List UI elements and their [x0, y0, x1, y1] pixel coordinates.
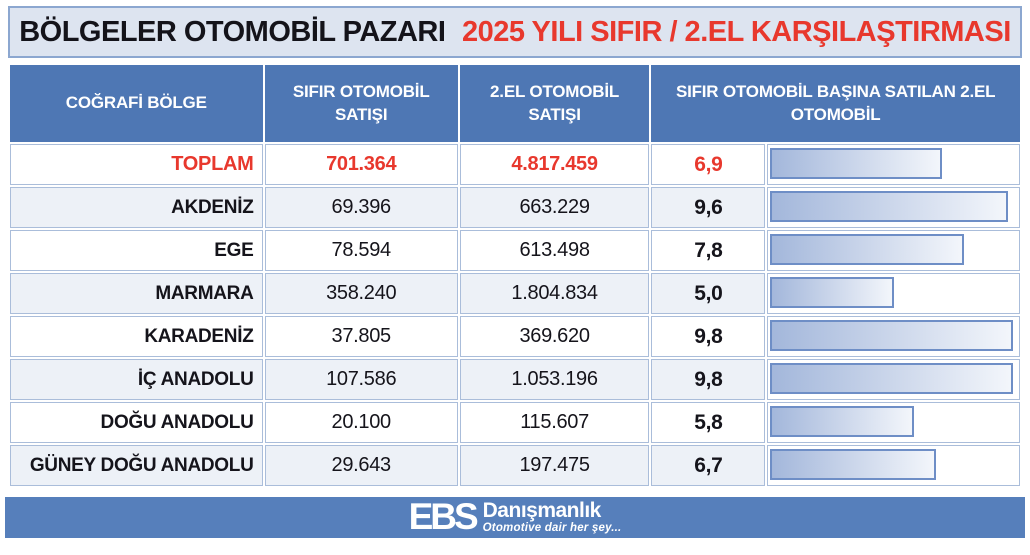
- ratio-bar-cell: [767, 402, 1020, 443]
- used-sales-value: 197.475: [459, 445, 650, 486]
- ebs-logo: EBS: [408, 496, 479, 537]
- table-row: İÇ ANADOLU 107.586 1.053.196 9,8: [10, 359, 1020, 400]
- ratio-bar-cell: [767, 144, 1020, 185]
- ratio-value: 6,7: [651, 445, 766, 486]
- region-name: EGE: [10, 230, 263, 271]
- table-row: DOĞU ANADOLU 20.100 115.607 5,8: [10, 402, 1020, 443]
- ratio-value: 5,8: [651, 402, 766, 443]
- page-title-black: BÖLGELER OTOMOBİL PAZARI: [19, 15, 446, 48]
- ratio-value: 6,9: [651, 144, 766, 185]
- region-name: DOĞU ANADOLU: [10, 402, 263, 443]
- table-header-row: COĞRAFİ BÖLGE SIFIR OTOMOBİL SATIŞI 2.EL…: [10, 65, 1020, 142]
- ratio-bar: [770, 148, 942, 179]
- ratio-bar-cell: [767, 316, 1020, 357]
- ratio-bar: [770, 320, 1014, 351]
- ratio-bar: [770, 406, 915, 437]
- column-header-region: COĞRAFİ BÖLGE: [10, 65, 263, 142]
- region-name: İÇ ANADOLU: [10, 359, 263, 400]
- used-sales-value: 1.804.834: [459, 273, 650, 314]
- table-row: KARADENİZ 37.805 369.620 9,8: [10, 316, 1020, 357]
- table-row-total: TOPLAM 701.364 4.817.459 6,9: [10, 144, 1020, 185]
- brand-tagline: Otomotive dair her şey...: [482, 522, 622, 535]
- table-row: GÜNEY DOĞU ANADOLU 29.643 197.475 6,7: [10, 445, 1020, 486]
- region-name: MARMARA: [10, 273, 263, 314]
- page-title: BÖLGELER OTOMOBİL PAZARI 2025 YILI SIFIR…: [19, 16, 1011, 49]
- ratio-value: 9,8: [651, 316, 766, 357]
- ratio-bar-cell: [767, 273, 1020, 314]
- ratio-value: 5,0: [651, 273, 766, 314]
- ratio-bar-cell: [767, 445, 1020, 486]
- column-header-new-sales: SIFIR OTOMOBİL SATIŞI: [264, 65, 458, 142]
- ratio-bar: [770, 449, 937, 480]
- table-row: AKDENİZ 69.396 663.229 9,6: [10, 187, 1020, 228]
- new-sales-value: 701.364: [264, 144, 458, 185]
- new-sales-value: 20.100: [264, 402, 458, 443]
- used-sales-value: 4.817.459: [459, 144, 650, 185]
- column-header-used-sales: 2.EL OTOMOBİL SATIŞI: [459, 65, 650, 142]
- new-sales-value: 69.396: [264, 187, 458, 228]
- ratio-value: 7,8: [651, 230, 766, 271]
- used-sales-value: 1.053.196: [459, 359, 650, 400]
- region-name: KARADENİZ: [10, 316, 263, 357]
- used-sales-value: 663.229: [459, 187, 650, 228]
- ratio-bar-cell: [767, 187, 1020, 228]
- new-sales-value: 78.594: [264, 230, 458, 271]
- used-sales-value: 613.498: [459, 230, 650, 271]
- title-bar: BÖLGELER OTOMOBİL PAZARI 2025 YILI SIFIR…: [8, 6, 1022, 58]
- ratio-bar: [770, 363, 1014, 394]
- brand-block: Danışmanlık Otomotive dair her şey...: [483, 500, 622, 535]
- new-sales-value: 107.586: [264, 359, 458, 400]
- page-title-red: 2025 YILI SIFIR / 2.EL KARŞILAŞTIRMASI: [462, 15, 1011, 48]
- ratio-bar-cell: [767, 359, 1020, 400]
- region-name: TOPLAM: [10, 144, 263, 185]
- used-sales-value: 369.620: [459, 316, 650, 357]
- regions-table: COĞRAFİ BÖLGE SIFIR OTOMOBİL SATIŞI 2.EL…: [8, 63, 1022, 488]
- ratio-value: 9,8: [651, 359, 766, 400]
- column-header-ratio: SIFIR OTOMOBİL BAŞINA SATILAN 2.EL OTOMO…: [651, 65, 1020, 142]
- ratio-bar: [770, 234, 964, 265]
- new-sales-value: 358.240: [264, 273, 458, 314]
- footer-bar: EBS Danışmanlık Otomotive dair her şey..…: [5, 497, 1025, 538]
- ratio-bar-cell: [767, 230, 1020, 271]
- table-row: MARMARA 358.240 1.804.834 5,0: [10, 273, 1020, 314]
- brand-name: Danışmanlık: [482, 499, 602, 523]
- used-sales-value: 115.607: [459, 402, 650, 443]
- region-name: AKDENİZ: [10, 187, 263, 228]
- page: BÖLGELER OTOMOBİL PAZARI 2025 YILI SIFIR…: [5, 6, 1025, 538]
- ratio-bar: [770, 277, 895, 308]
- region-name: GÜNEY DOĞU ANADOLU: [10, 445, 263, 486]
- new-sales-value: 37.805: [264, 316, 458, 357]
- ratio-value: 9,6: [651, 187, 766, 228]
- table-row: EGE 78.594 613.498 7,8: [10, 230, 1020, 271]
- new-sales-value: 29.643: [264, 445, 458, 486]
- ratio-bar: [770, 191, 1009, 222]
